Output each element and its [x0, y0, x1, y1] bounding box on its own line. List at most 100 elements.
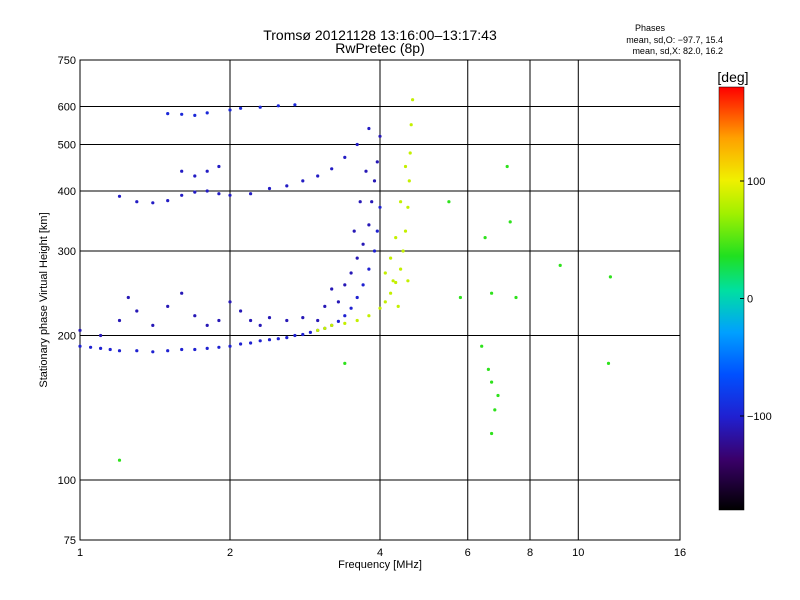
y-tick-label: 75: [64, 535, 76, 547]
data-point: [367, 267, 371, 271]
data-point: [493, 408, 497, 412]
data-point: [108, 347, 112, 352]
data-point: [180, 169, 184, 173]
data-point: [336, 300, 340, 304]
data-point: [383, 271, 387, 275]
data-point: [258, 323, 262, 327]
data-point: [496, 393, 500, 398]
colorbar-tick-label: −100: [747, 411, 772, 423]
x-tick-label: 16: [674, 547, 686, 559]
data-point: [180, 347, 184, 352]
chart-title: Tromsø 20121128 13:16:00–13:17:43: [263, 27, 497, 43]
data-point: [151, 323, 155, 327]
data-point: [389, 291, 393, 295]
data-point: [403, 164, 408, 169]
data-point: [447, 200, 451, 204]
y-tick-label: 400: [58, 186, 76, 198]
data-point: [505, 164, 509, 169]
data-point: [135, 200, 139, 204]
data-point: [403, 229, 408, 233]
data-point: [228, 344, 232, 348]
data-point: [301, 332, 305, 337]
data-point: [375, 229, 379, 233]
data-point: [308, 330, 312, 334]
data-point: [276, 104, 280, 108]
data-point: [193, 314, 197, 318]
data-point: [486, 367, 490, 371]
data-point: [151, 350, 155, 354]
data-point: [117, 349, 122, 353]
data-point: [89, 345, 93, 349]
data-point: [135, 309, 139, 313]
data-point: [293, 333, 297, 338]
data-point: [608, 275, 613, 279]
axis-tick-labels: 1 2 4 6 8 10 16 75 100 200 300 400 500 600 750: [58, 55, 686, 559]
data-point: [316, 318, 320, 323]
stats-heading: Phases: [635, 23, 666, 33]
colorbar: [718, 86, 745, 511]
data-point: [407, 179, 411, 183]
data-point: [355, 256, 359, 260]
data-point: [301, 316, 305, 320]
data-point: [239, 342, 243, 346]
data-points: [78, 98, 613, 462]
data-point: [217, 192, 221, 196]
data-point: [378, 134, 382, 138]
data-point: [490, 431, 494, 436]
data-point: [323, 326, 327, 330]
data-point: [361, 242, 365, 246]
data-point: [267, 186, 272, 191]
data-point: [228, 193, 232, 197]
data-point: [490, 291, 494, 295]
data-point: [316, 328, 320, 332]
data-point: [217, 318, 221, 323]
data-point: [239, 106, 243, 110]
data-point: [193, 174, 197, 178]
data-point: [180, 193, 184, 197]
y-tick-label: 300: [58, 246, 76, 258]
data-point: [205, 169, 209, 173]
stats-x-mode: mean, sd,X: 82.0, 16.2: [632, 46, 723, 56]
data-point: [378, 306, 382, 310]
data-point: [193, 190, 197, 194]
data-point: [135, 349, 139, 353]
x-tick-label: 2: [227, 547, 233, 559]
data-point: [166, 304, 170, 308]
data-point: [205, 323, 209, 327]
data-point: [383, 300, 387, 304]
data-point: [285, 184, 289, 188]
data-point: [205, 111, 209, 115]
x-tick-label: 10: [572, 547, 584, 559]
data-point: [166, 349, 170, 353]
data-point: [508, 220, 512, 224]
data-point: [409, 123, 413, 127]
data-point: [239, 309, 243, 313]
data-point: [330, 323, 334, 327]
data-point: [180, 291, 184, 295]
data-point: [330, 287, 334, 291]
data-point: [372, 179, 377, 183]
data-point: [606, 361, 611, 365]
data-point: [355, 295, 359, 300]
data-point: [193, 347, 197, 352]
data-point: [126, 295, 130, 300]
y-tick-label: 200: [58, 331, 76, 343]
data-point: [343, 283, 347, 287]
data-point: [480, 344, 484, 348]
data-point: [349, 271, 353, 275]
data-point: [217, 345, 221, 349]
data-point: [411, 98, 415, 102]
data-point: [323, 304, 327, 308]
colorbar-label: [deg]: [717, 69, 748, 85]
data-point: [330, 167, 334, 171]
data-point: [151, 201, 155, 205]
data-point: [258, 339, 262, 343]
data-point: [343, 314, 347, 318]
data-point: [355, 142, 359, 147]
data-point: [99, 346, 103, 350]
data-point: [293, 103, 297, 107]
data-point: [378, 205, 382, 209]
data-point: [205, 346, 209, 350]
data-point: [78, 344, 82, 348]
data-point: [99, 333, 103, 338]
